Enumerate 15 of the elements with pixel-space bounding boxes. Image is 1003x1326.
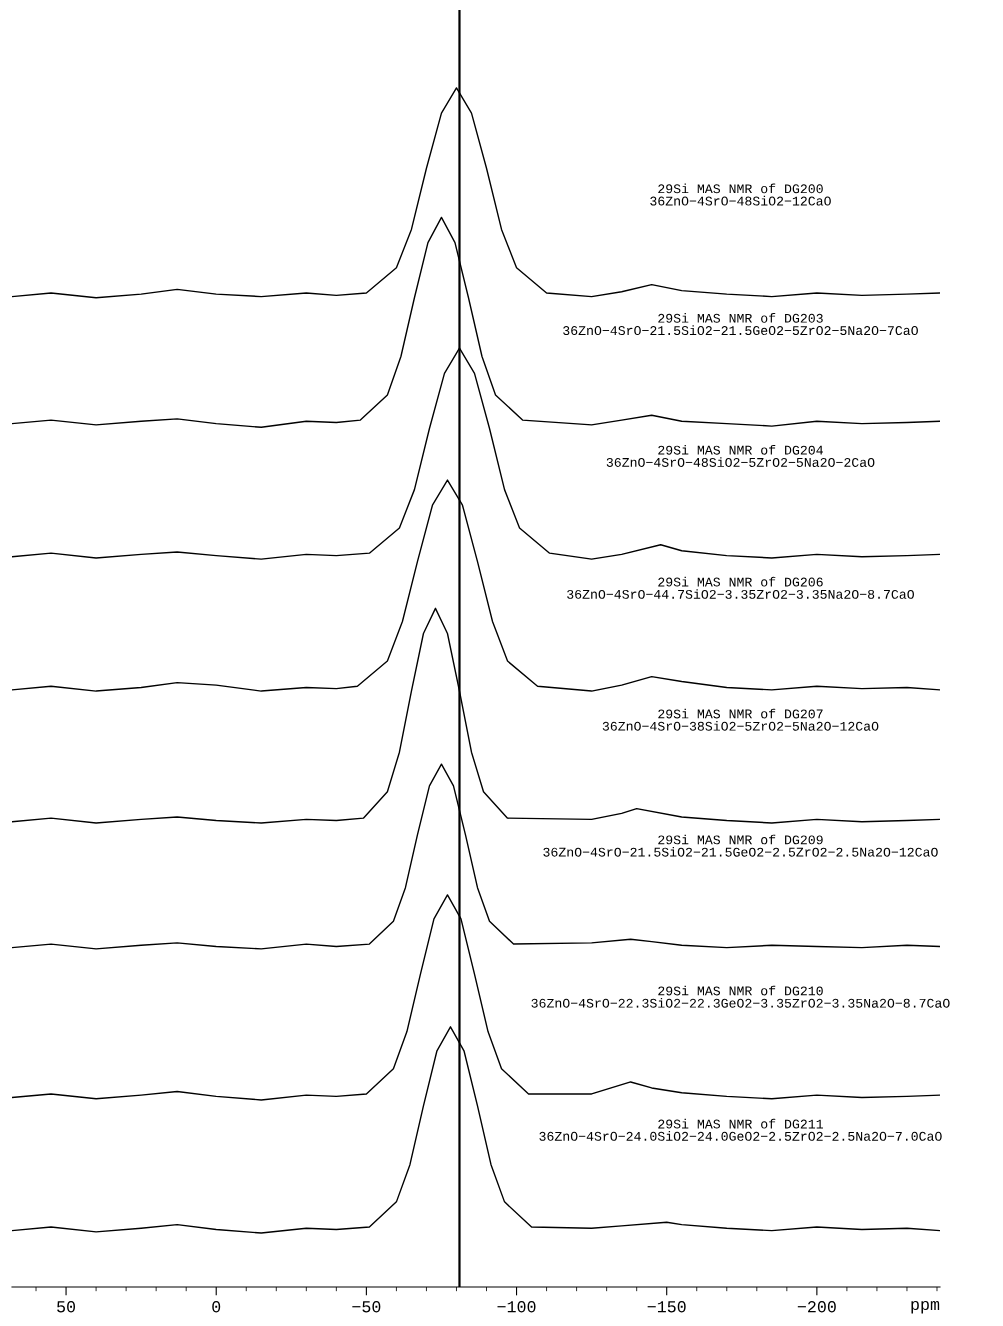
annotation: 29Si MAS NMR of DG211 36ZnO−4SrO−24.0SiO2−24.0GeO2−2.5ZrO2−2.5Na2O−7.0CaO	[539, 1118, 942, 1141]
annotation: 29Si MAS NMR of DG203 36ZnO−4SrO−21.5SiO2−21.5GeO2−5ZrO2−5Na2O−7CaO	[563, 313, 918, 336]
annotation: 29Si MAS NMR of DG204 36ZnO−4SrO−48SiO2−5ZrO2−5Na2O−2CaO	[606, 444, 875, 467]
annotation: 29Si MAS NMR of DG209 36ZnO−4SrO−21.5SiO2−21.5GeO2−2.5ZrO2−2.5Na2O−12CaO	[543, 834, 938, 857]
x-tick-label: 0	[212, 1301, 221, 1313]
x-tick-label: −100	[497, 1301, 536, 1313]
x-tick-label: −150	[647, 1301, 686, 1313]
x-tick-label: −200	[797, 1301, 836, 1313]
annotation: 29Si MAS NMR of DG206 36ZnO−4SrO−44.7SiO2−3.35ZrO2−3.35Na2O−8.7CaO	[567, 576, 914, 599]
annotation: 29Si MAS NMR of DG200 36ZnO−4SrO−48SiO2−12CaO	[650, 183, 831, 206]
x-tick-label: −50	[352, 1301, 381, 1313]
annotation: 29Si MAS NMR of DG207 36ZnO−4SrO−38SiO2−5ZrO2−5Na2O−12CaO	[602, 708, 879, 731]
annotation: 29Si MAS NMR of DG210 36ZnO−4SrO−22.3SiO2−22.3GeO2−3.35ZrO2−3.35Na2O−8.7CaO	[531, 985, 950, 1008]
x-axis-title: ppm	[911, 1300, 940, 1314]
x-tick-label: 50	[57, 1301, 76, 1313]
